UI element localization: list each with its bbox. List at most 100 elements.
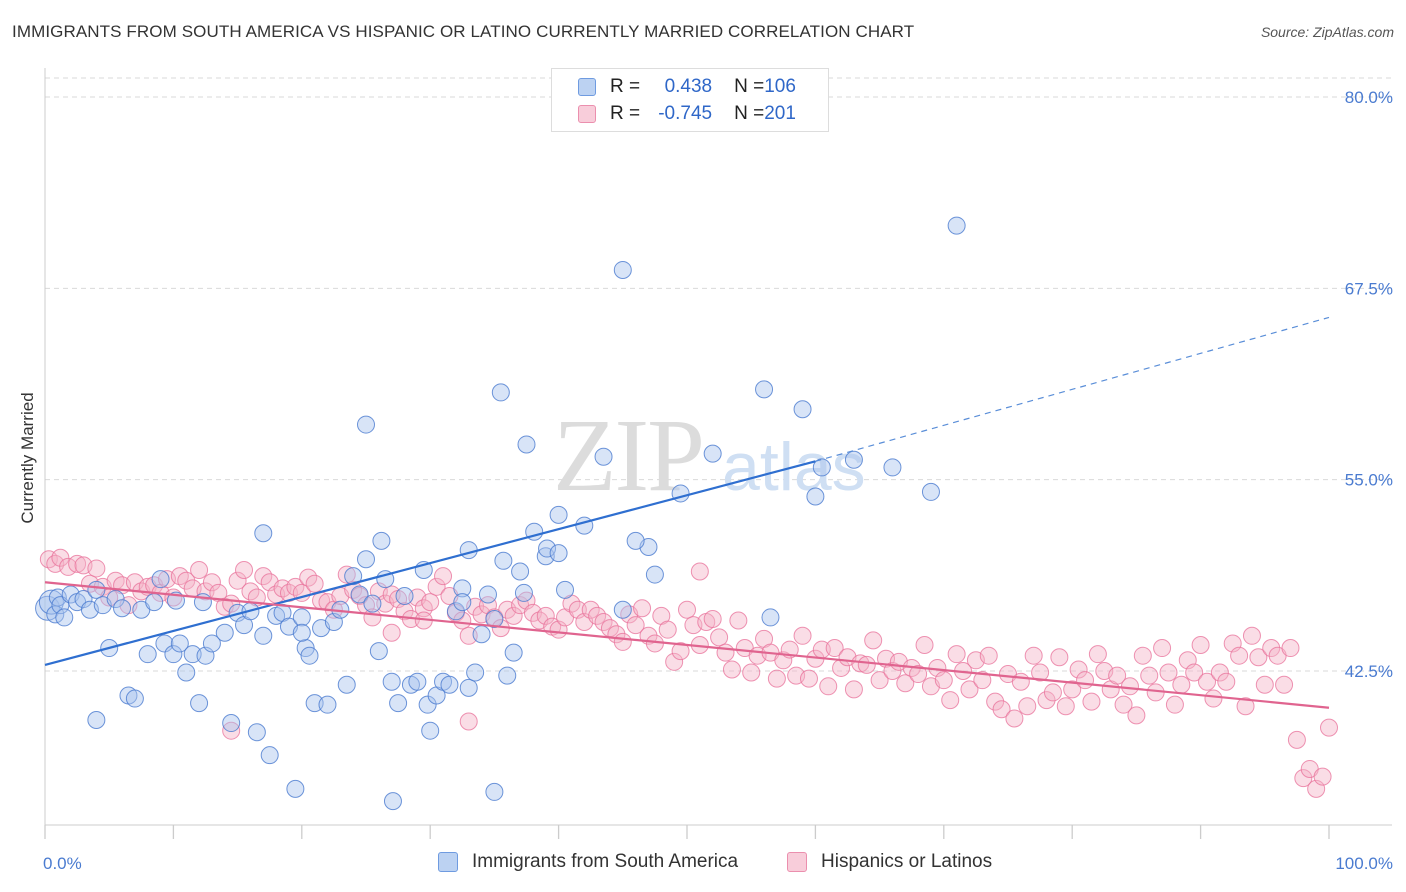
data-point-south-america (177, 663, 196, 682)
data-point-south-america (145, 593, 164, 612)
data-point-south-america (511, 562, 530, 581)
data-point-hispanics (799, 669, 818, 688)
legend-swatch-pink (578, 105, 596, 123)
data-point-hispanics (1153, 639, 1172, 658)
trend-lines (44, 316, 1330, 709)
data-point-south-america (538, 539, 557, 558)
data-point-hispanics (235, 560, 254, 579)
data-point-south-america (947, 216, 966, 235)
data-point-south-america (363, 594, 382, 613)
data-point-south-america (202, 634, 221, 653)
data-point-hispanics (1191, 635, 1210, 654)
data-point-hispanics (51, 548, 70, 567)
data-point-hispanics (941, 691, 960, 710)
legend-row-hispanics: R = -0.745 N = 201 (552, 101, 796, 127)
data-point-hispanics (395, 602, 414, 621)
data-point-hispanics (1037, 691, 1056, 710)
series-hispanics-points (39, 548, 1338, 798)
data-point-south-america (357, 415, 375, 434)
legend-n-value: 106 (764, 76, 796, 97)
trend-line-south-america-extension (815, 316, 1330, 462)
data-point-south-america (254, 524, 273, 543)
data-point-south-america (382, 672, 401, 691)
data-point-hispanics (1217, 672, 1236, 691)
data-point-hispanics (453, 611, 472, 630)
data-point-south-america (761, 608, 780, 627)
data-point-south-america (292, 608, 311, 627)
data-point-south-america (300, 646, 319, 665)
data-point-hispanics (177, 571, 196, 590)
data-point-south-america (613, 600, 632, 619)
data-point-hispanics (1204, 689, 1223, 708)
data-point-south-america (459, 541, 478, 560)
data-point-hispanics (658, 620, 677, 639)
data-point-south-america (369, 642, 388, 661)
data-point-south-america (812, 458, 831, 477)
data-point-south-america (151, 570, 170, 589)
data-point-hispanics (228, 571, 247, 590)
data-point-hispanics (305, 574, 324, 593)
watermark: ZIP atlas (553, 398, 866, 513)
data-point-hispanics (1133, 646, 1152, 665)
data-point-hispanics (1082, 692, 1101, 711)
data-point-hispanics (1313, 767, 1332, 786)
data-point-hispanics (960, 680, 979, 699)
y-axis-title: Currently Married (18, 392, 37, 523)
data-point-hispanics (39, 550, 58, 569)
data-point-south-america (164, 645, 183, 664)
data-point-south-america (645, 565, 664, 584)
data-point-hispanics (1005, 709, 1024, 728)
data-point-hispanics (934, 671, 953, 690)
legend-row-south-america: R = 0.438 N = 106 (552, 74, 796, 100)
data-point-south-america (453, 579, 472, 598)
data-point-south-america (337, 675, 356, 694)
data-point-hispanics (1210, 663, 1229, 682)
data-point-south-america (446, 602, 465, 621)
data-point-south-america (106, 590, 125, 609)
legend-item-south-america[interactable]: Immigrants from South America (438, 851, 738, 873)
data-point-hispanics (1069, 660, 1088, 679)
data-point-hispanics (1287, 730, 1306, 749)
data-point-hispanics (870, 671, 889, 690)
data-point-hispanics (857, 655, 876, 674)
data-point-south-america (318, 695, 337, 714)
data-point-south-america (459, 678, 478, 697)
data-point-hispanics (992, 700, 1011, 719)
data-point-south-america (87, 580, 106, 599)
data-point-hispanics (864, 631, 883, 650)
data-point-south-america (190, 694, 209, 713)
data-point-south-america (549, 544, 568, 563)
trend-line-hispanics (44, 581, 1330, 709)
data-point-south-america (594, 447, 613, 466)
data-point-hispanics (1018, 697, 1037, 716)
data-point-south-america (183, 645, 202, 664)
data-point-hispanics (1120, 677, 1139, 696)
data-point-hispanics (459, 712, 478, 731)
data-point-hispanics (1031, 663, 1050, 682)
data-point-south-america (305, 694, 324, 713)
data-point-south-america (549, 505, 568, 524)
data-point-hispanics (536, 606, 555, 625)
data-point-hispanics (1159, 663, 1178, 682)
data-point-south-america (372, 531, 391, 550)
data-point-south-america (472, 625, 491, 644)
legend-r-label: R = (610, 76, 641, 97)
data-point-south-america (494, 551, 513, 570)
data-point-south-america (383, 792, 402, 811)
data-point-hispanics (382, 623, 401, 642)
data-point-south-america (395, 586, 414, 605)
data-point-south-america (421, 721, 440, 740)
data-point-south-america (260, 746, 279, 765)
legend-item-hispanics[interactable]: Hispanics or Latinos (787, 851, 992, 873)
data-point-hispanics (1043, 683, 1062, 702)
data-point-hispanics (1056, 697, 1075, 716)
data-point-south-america (215, 623, 234, 642)
data-point-south-america (485, 782, 504, 801)
data-point-hispanics (1076, 671, 1095, 690)
data-point-hispanics (986, 692, 1005, 711)
data-point-south-america (389, 694, 408, 713)
data-point-hispanics (665, 652, 684, 671)
legend-r-value: -0.745 (658, 103, 713, 124)
data-point-hispanics (767, 669, 786, 688)
data-point-hispanics (909, 665, 928, 684)
